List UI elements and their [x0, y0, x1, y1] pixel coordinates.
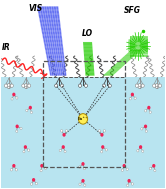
Circle shape	[131, 93, 134, 96]
Circle shape	[26, 109, 28, 112]
Circle shape	[44, 167, 47, 170]
Circle shape	[79, 166, 81, 168]
Circle shape	[10, 169, 12, 171]
Circle shape	[144, 110, 147, 112]
Circle shape	[29, 106, 32, 109]
Circle shape	[131, 183, 133, 185]
Circle shape	[84, 184, 86, 186]
Circle shape	[141, 128, 143, 130]
Circle shape	[40, 164, 43, 168]
Circle shape	[138, 84, 142, 88]
Circle shape	[30, 111, 33, 114]
Text: Eu³⁺: Eu³⁺	[78, 117, 88, 121]
Circle shape	[61, 130, 63, 132]
Circle shape	[7, 84, 11, 88]
Polygon shape	[37, 6, 67, 76]
Polygon shape	[128, 40, 148, 51]
Circle shape	[78, 114, 88, 124]
Circle shape	[16, 130, 18, 132]
Circle shape	[126, 184, 129, 187]
Circle shape	[149, 111, 151, 113]
Circle shape	[102, 84, 105, 87]
Circle shape	[154, 169, 156, 172]
Text: VIS: VIS	[29, 4, 43, 13]
Circle shape	[55, 84, 58, 87]
Polygon shape	[83, 42, 94, 76]
Text: SFG: SFG	[124, 6, 141, 15]
Circle shape	[145, 130, 147, 132]
Circle shape	[30, 183, 33, 185]
Circle shape	[15, 169, 17, 171]
Circle shape	[32, 178, 35, 182]
Circle shape	[24, 145, 27, 149]
Circle shape	[129, 98, 131, 100]
Circle shape	[105, 149, 107, 151]
Circle shape	[24, 84, 28, 88]
Polygon shape	[1, 1, 165, 77]
Text: LO: LO	[82, 29, 93, 38]
Circle shape	[64, 150, 66, 153]
Circle shape	[121, 169, 123, 171]
Circle shape	[155, 84, 159, 88]
Circle shape	[28, 84, 31, 87]
Circle shape	[127, 179, 131, 183]
Circle shape	[101, 150, 103, 153]
Circle shape	[62, 145, 65, 149]
Circle shape	[59, 149, 61, 152]
Circle shape	[16, 125, 19, 128]
Circle shape	[23, 150, 25, 153]
Circle shape	[83, 167, 85, 170]
Circle shape	[159, 84, 162, 87]
Circle shape	[28, 149, 30, 151]
Circle shape	[4, 84, 7, 87]
Circle shape	[149, 167, 151, 170]
Circle shape	[81, 179, 85, 183]
Circle shape	[134, 97, 136, 99]
Polygon shape	[1, 77, 165, 188]
Circle shape	[153, 84, 156, 87]
Circle shape	[147, 106, 150, 109]
Circle shape	[81, 162, 85, 166]
Circle shape	[22, 84, 25, 87]
Circle shape	[152, 164, 155, 168]
Circle shape	[141, 84, 144, 87]
Circle shape	[20, 127, 22, 130]
Circle shape	[62, 133, 66, 137]
Circle shape	[10, 84, 13, 87]
Circle shape	[108, 84, 111, 87]
Circle shape	[142, 150, 144, 153]
Circle shape	[79, 183, 81, 185]
Circle shape	[12, 93, 15, 96]
Circle shape	[84, 84, 87, 87]
Circle shape	[135, 84, 138, 87]
Circle shape	[65, 130, 68, 132]
Circle shape	[40, 169, 42, 172]
Circle shape	[98, 130, 101, 132]
Circle shape	[139, 145, 142, 149]
Polygon shape	[103, 50, 141, 76]
Circle shape	[35, 182, 38, 185]
Circle shape	[61, 84, 64, 87]
Circle shape	[11, 98, 13, 100]
Circle shape	[126, 168, 128, 170]
Circle shape	[144, 125, 147, 128]
Circle shape	[103, 130, 105, 132]
Circle shape	[123, 164, 126, 168]
Circle shape	[12, 164, 15, 168]
Circle shape	[101, 145, 104, 149]
Circle shape	[16, 97, 18, 99]
Circle shape	[79, 84, 82, 87]
Text: IR: IR	[2, 43, 11, 52]
Circle shape	[100, 133, 104, 137]
Circle shape	[137, 149, 139, 152]
